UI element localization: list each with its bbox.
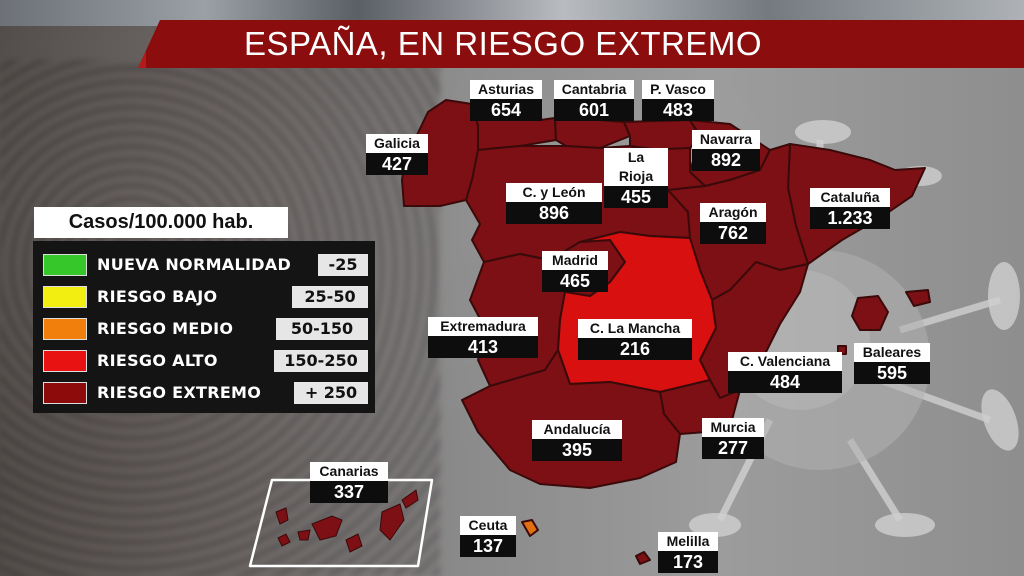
label-cyleon: C. y León 896 (506, 183, 602, 224)
region-value: 413 (428, 336, 538, 358)
region-name: Canarias (310, 462, 388, 481)
region-name: Murcia (702, 418, 764, 437)
region-value: 173 (658, 551, 718, 573)
legend-swatch (43, 318, 87, 340)
region-value: 595 (854, 362, 930, 384)
legend-label: NUEVA NORMALIDAD (97, 255, 292, 274)
region-value: 455 (604, 186, 668, 208)
legend-range: -25 (318, 254, 368, 276)
label-extremadura: Extremadura 413 (428, 317, 538, 358)
region-value: 137 (460, 535, 516, 557)
region-value: 892 (692, 149, 760, 171)
label-galicia: Galicia 427 (366, 134, 428, 175)
legend-label: RIESGO BAJO (97, 287, 218, 306)
label-cataluna: Cataluña 1.233 (810, 188, 890, 229)
region-value: 216 (578, 338, 692, 360)
label-melilla: Melilla 173 (658, 532, 718, 573)
region-andalucia (461, 349, 681, 489)
region-cantabria (554, 117, 631, 149)
region-name: Melilla (658, 532, 718, 551)
region-value: 484 (728, 371, 842, 393)
label-navarra: Navarra 892 (692, 130, 760, 171)
legend-range: + 250 (294, 382, 368, 404)
label-pvasco: P. Vasco 483 (642, 80, 714, 121)
legend-range: 50-150 (276, 318, 368, 340)
region-value: 896 (506, 202, 602, 224)
legend-row: RIESGO MEDIO 50-150 (33, 317, 375, 341)
region-value: 601 (554, 99, 634, 121)
legend-label: RIESGO EXTREMO (97, 383, 262, 402)
region-name: Aragón (700, 203, 766, 222)
label-andalucia: Andalucía 395 (532, 420, 622, 461)
legend-range: 150-250 (274, 350, 368, 372)
region-value: 1.233 (810, 207, 890, 229)
label-baleares: Baleares 595 (854, 343, 930, 384)
label-cantabria: Cantabria 601 (554, 80, 634, 121)
region-value: 483 (642, 99, 714, 121)
region-value: 762 (700, 222, 766, 244)
region-name: Navarra (692, 130, 760, 149)
region-ceuta (521, 519, 539, 537)
label-madrid: Madrid 465 (542, 251, 608, 292)
legend-range: 25-50 (292, 286, 368, 308)
region-name: La Rioja (604, 148, 668, 186)
region-name: Ceuta (460, 516, 516, 535)
legend: NUEVA NORMALIDAD -25 RIESGO BAJO 25-50 R… (33, 241, 375, 413)
region-name: C. La Mancha (578, 319, 692, 338)
region-value: 427 (366, 153, 428, 175)
region-name: Madrid (542, 251, 608, 270)
region-value: 465 (542, 270, 608, 292)
label-larioja: La Rioja 455 (604, 148, 668, 208)
region-name: Cataluña (810, 188, 890, 207)
label-aragon: Aragón 762 (700, 203, 766, 244)
region-baleares (837, 289, 931, 355)
legend-label: RIESGO ALTO (97, 351, 218, 370)
region-name: C. y León (506, 183, 602, 202)
region-value: 337 (310, 481, 388, 503)
region-name: Andalucía (532, 420, 622, 439)
label-ceuta: Ceuta 137 (460, 516, 516, 557)
label-canarias: Canarias 337 (310, 462, 388, 503)
region-name: Galicia (366, 134, 428, 153)
legend-swatch (43, 382, 87, 404)
region-name: P. Vasco (642, 80, 714, 99)
legend-row: NUEVA NORMALIDAD -25 (33, 253, 375, 277)
label-murcia: Murcia 277 (702, 418, 764, 459)
region-pvasco (623, 119, 701, 151)
legend-swatch (43, 286, 87, 308)
title: ESPAÑA, EN RIESGO EXTREMO (244, 25, 762, 62)
legend-row: RIESGO BAJO 25-50 (33, 285, 375, 309)
region-melilla (635, 551, 651, 565)
region-value: 395 (532, 439, 622, 461)
label-cvalenciana: C. Valenciana 484 (728, 352, 842, 393)
legend-heading: Casos/100.000 hab. (34, 207, 288, 238)
region-name: Asturias (470, 80, 542, 99)
legend-row: RIESGO ALTO 150-250 (33, 349, 375, 373)
label-asturias: Asturias 654 (470, 80, 542, 121)
legend-row: RIESGO EXTREMO + 250 (33, 381, 375, 405)
legend-swatch (43, 254, 87, 276)
region-name: Extremadura (428, 317, 538, 336)
region-value: 654 (470, 99, 542, 121)
legend-swatch (43, 350, 87, 372)
region-name: C. Valenciana (728, 352, 842, 371)
region-value: 277 (702, 437, 764, 459)
region-name: Baleares (854, 343, 930, 362)
legend-label: RIESGO MEDIO (97, 319, 234, 338)
label-clamancha: C. La Mancha 216 (578, 319, 692, 360)
region-name: Cantabria (554, 80, 634, 99)
